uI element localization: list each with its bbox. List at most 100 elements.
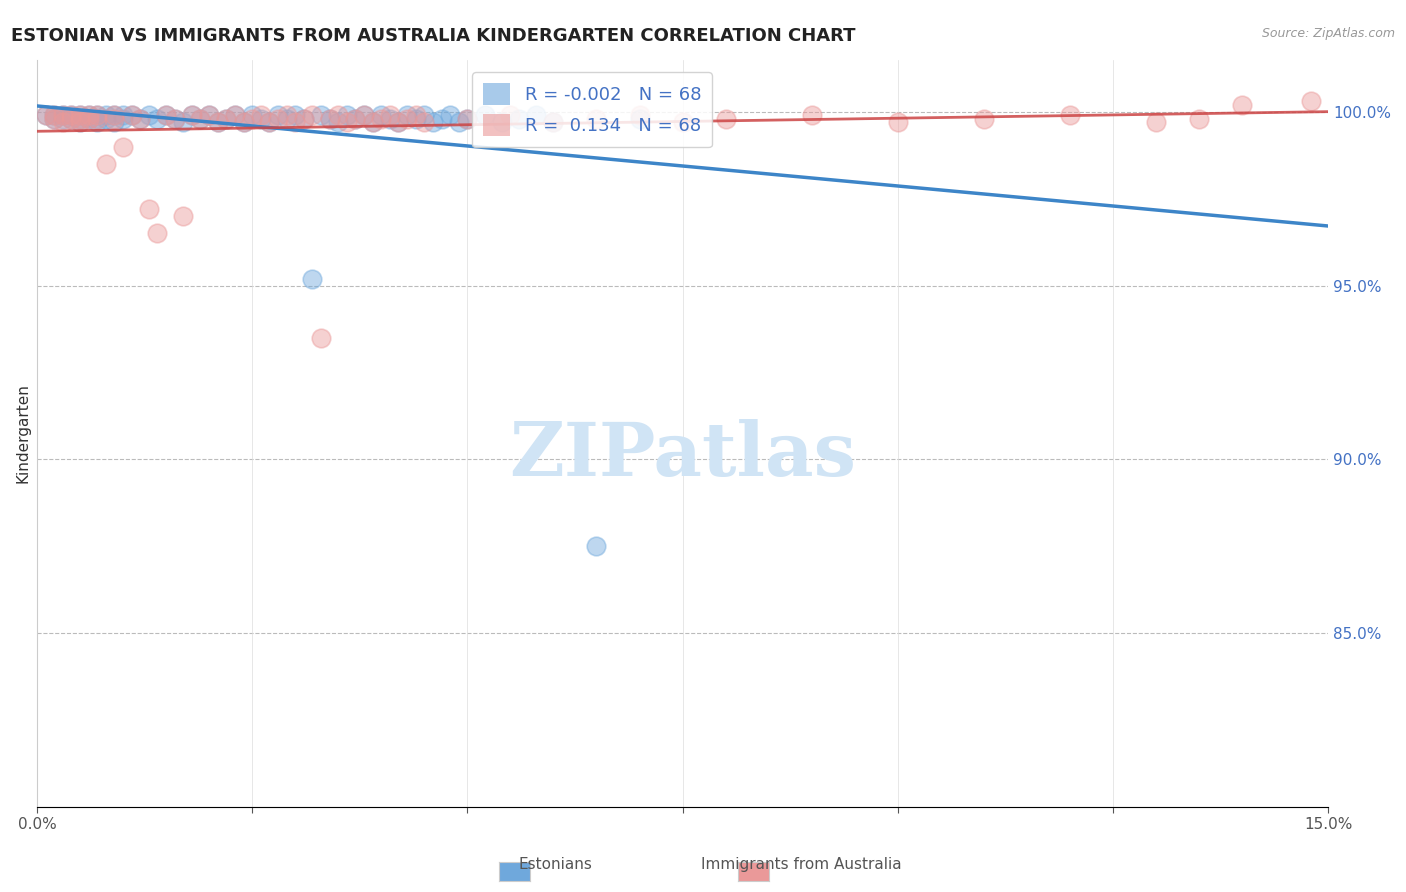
Point [155, 108, 177, 122]
Point [121, 108, 143, 122]
Point [138, 108, 160, 122]
Point [456, 112, 478, 126]
Point [671, 115, 693, 129]
Point [172, 115, 194, 129]
Point [1059, 108, 1081, 122]
Text: ESTONIAN VS IMMIGRANTS FROM AUSTRALIA KINDERGARTEN CORRELATION CHART: ESTONIAN VS IMMIGRANTS FROM AUSTRALIA KI… [11, 27, 856, 45]
Point [60, 108, 83, 122]
Point [430, 112, 453, 126]
Point [292, 112, 315, 126]
Point [44, 108, 66, 122]
Text: Immigrants from Australia: Immigrants from Australia [702, 857, 901, 872]
Point [249, 112, 271, 126]
Point [94, 157, 117, 171]
Point [138, 202, 160, 216]
Point [129, 112, 152, 126]
Point [456, 112, 478, 126]
Point [422, 115, 444, 129]
Point [800, 108, 823, 122]
Point [301, 108, 323, 122]
Point [259, 115, 281, 129]
Point [69, 115, 91, 129]
Point [309, 331, 332, 345]
Point [328, 115, 350, 129]
Point [77, 112, 100, 126]
Text: Estonians: Estonians [519, 857, 592, 872]
Point [77, 108, 100, 122]
Point [69, 108, 91, 122]
Point [439, 108, 461, 122]
Point [86, 108, 108, 122]
Point [344, 112, 367, 126]
Point [267, 108, 290, 122]
Point [1188, 112, 1211, 126]
Point [103, 108, 125, 122]
Point [259, 115, 281, 129]
Text: Source: ZipAtlas.com: Source: ZipAtlas.com [1261, 27, 1395, 40]
Point [198, 108, 221, 122]
Point [474, 108, 496, 122]
Point [524, 108, 547, 122]
Point [284, 108, 307, 122]
Point [499, 108, 522, 122]
Point [121, 108, 143, 122]
Point [714, 112, 737, 126]
Point [232, 115, 254, 129]
Point [249, 108, 271, 122]
Point [86, 112, 108, 126]
Point [190, 112, 212, 126]
Point [69, 108, 91, 122]
Point [387, 115, 409, 129]
Point [405, 112, 427, 126]
Point [240, 108, 263, 122]
Point [52, 115, 75, 129]
Point [69, 112, 91, 126]
Point [318, 112, 340, 126]
Point [103, 115, 125, 129]
Point [370, 108, 392, 122]
Point [60, 112, 83, 126]
Point [543, 115, 565, 129]
Point [207, 115, 229, 129]
Point [336, 115, 359, 129]
Point [508, 112, 530, 126]
Point [52, 112, 75, 126]
Point [146, 227, 169, 241]
Point [103, 108, 125, 122]
Point [34, 108, 56, 122]
Point [628, 112, 651, 126]
Point [215, 112, 238, 126]
Point [224, 108, 246, 122]
Point [378, 108, 401, 122]
Point [44, 108, 66, 122]
Point [94, 112, 117, 126]
Point [344, 112, 367, 126]
Point [405, 108, 427, 122]
Point [86, 115, 108, 129]
Point [353, 108, 375, 122]
Point [111, 112, 134, 126]
Point [111, 139, 134, 153]
Point [172, 209, 194, 223]
Point [628, 108, 651, 122]
Point [413, 108, 436, 122]
Point [361, 115, 384, 129]
Point [198, 108, 221, 122]
Point [77, 108, 100, 122]
Point [52, 108, 75, 122]
Point [155, 108, 177, 122]
Point [86, 112, 108, 126]
Point [276, 108, 298, 122]
Point [69, 115, 91, 129]
Point [111, 108, 134, 122]
Point [309, 108, 332, 122]
Point [887, 115, 910, 129]
Point [1299, 95, 1322, 109]
Point [585, 112, 607, 126]
Point [163, 112, 186, 126]
Point [103, 112, 125, 126]
Point [370, 112, 392, 126]
Point [146, 112, 169, 126]
Point [413, 115, 436, 129]
Point [973, 112, 995, 126]
